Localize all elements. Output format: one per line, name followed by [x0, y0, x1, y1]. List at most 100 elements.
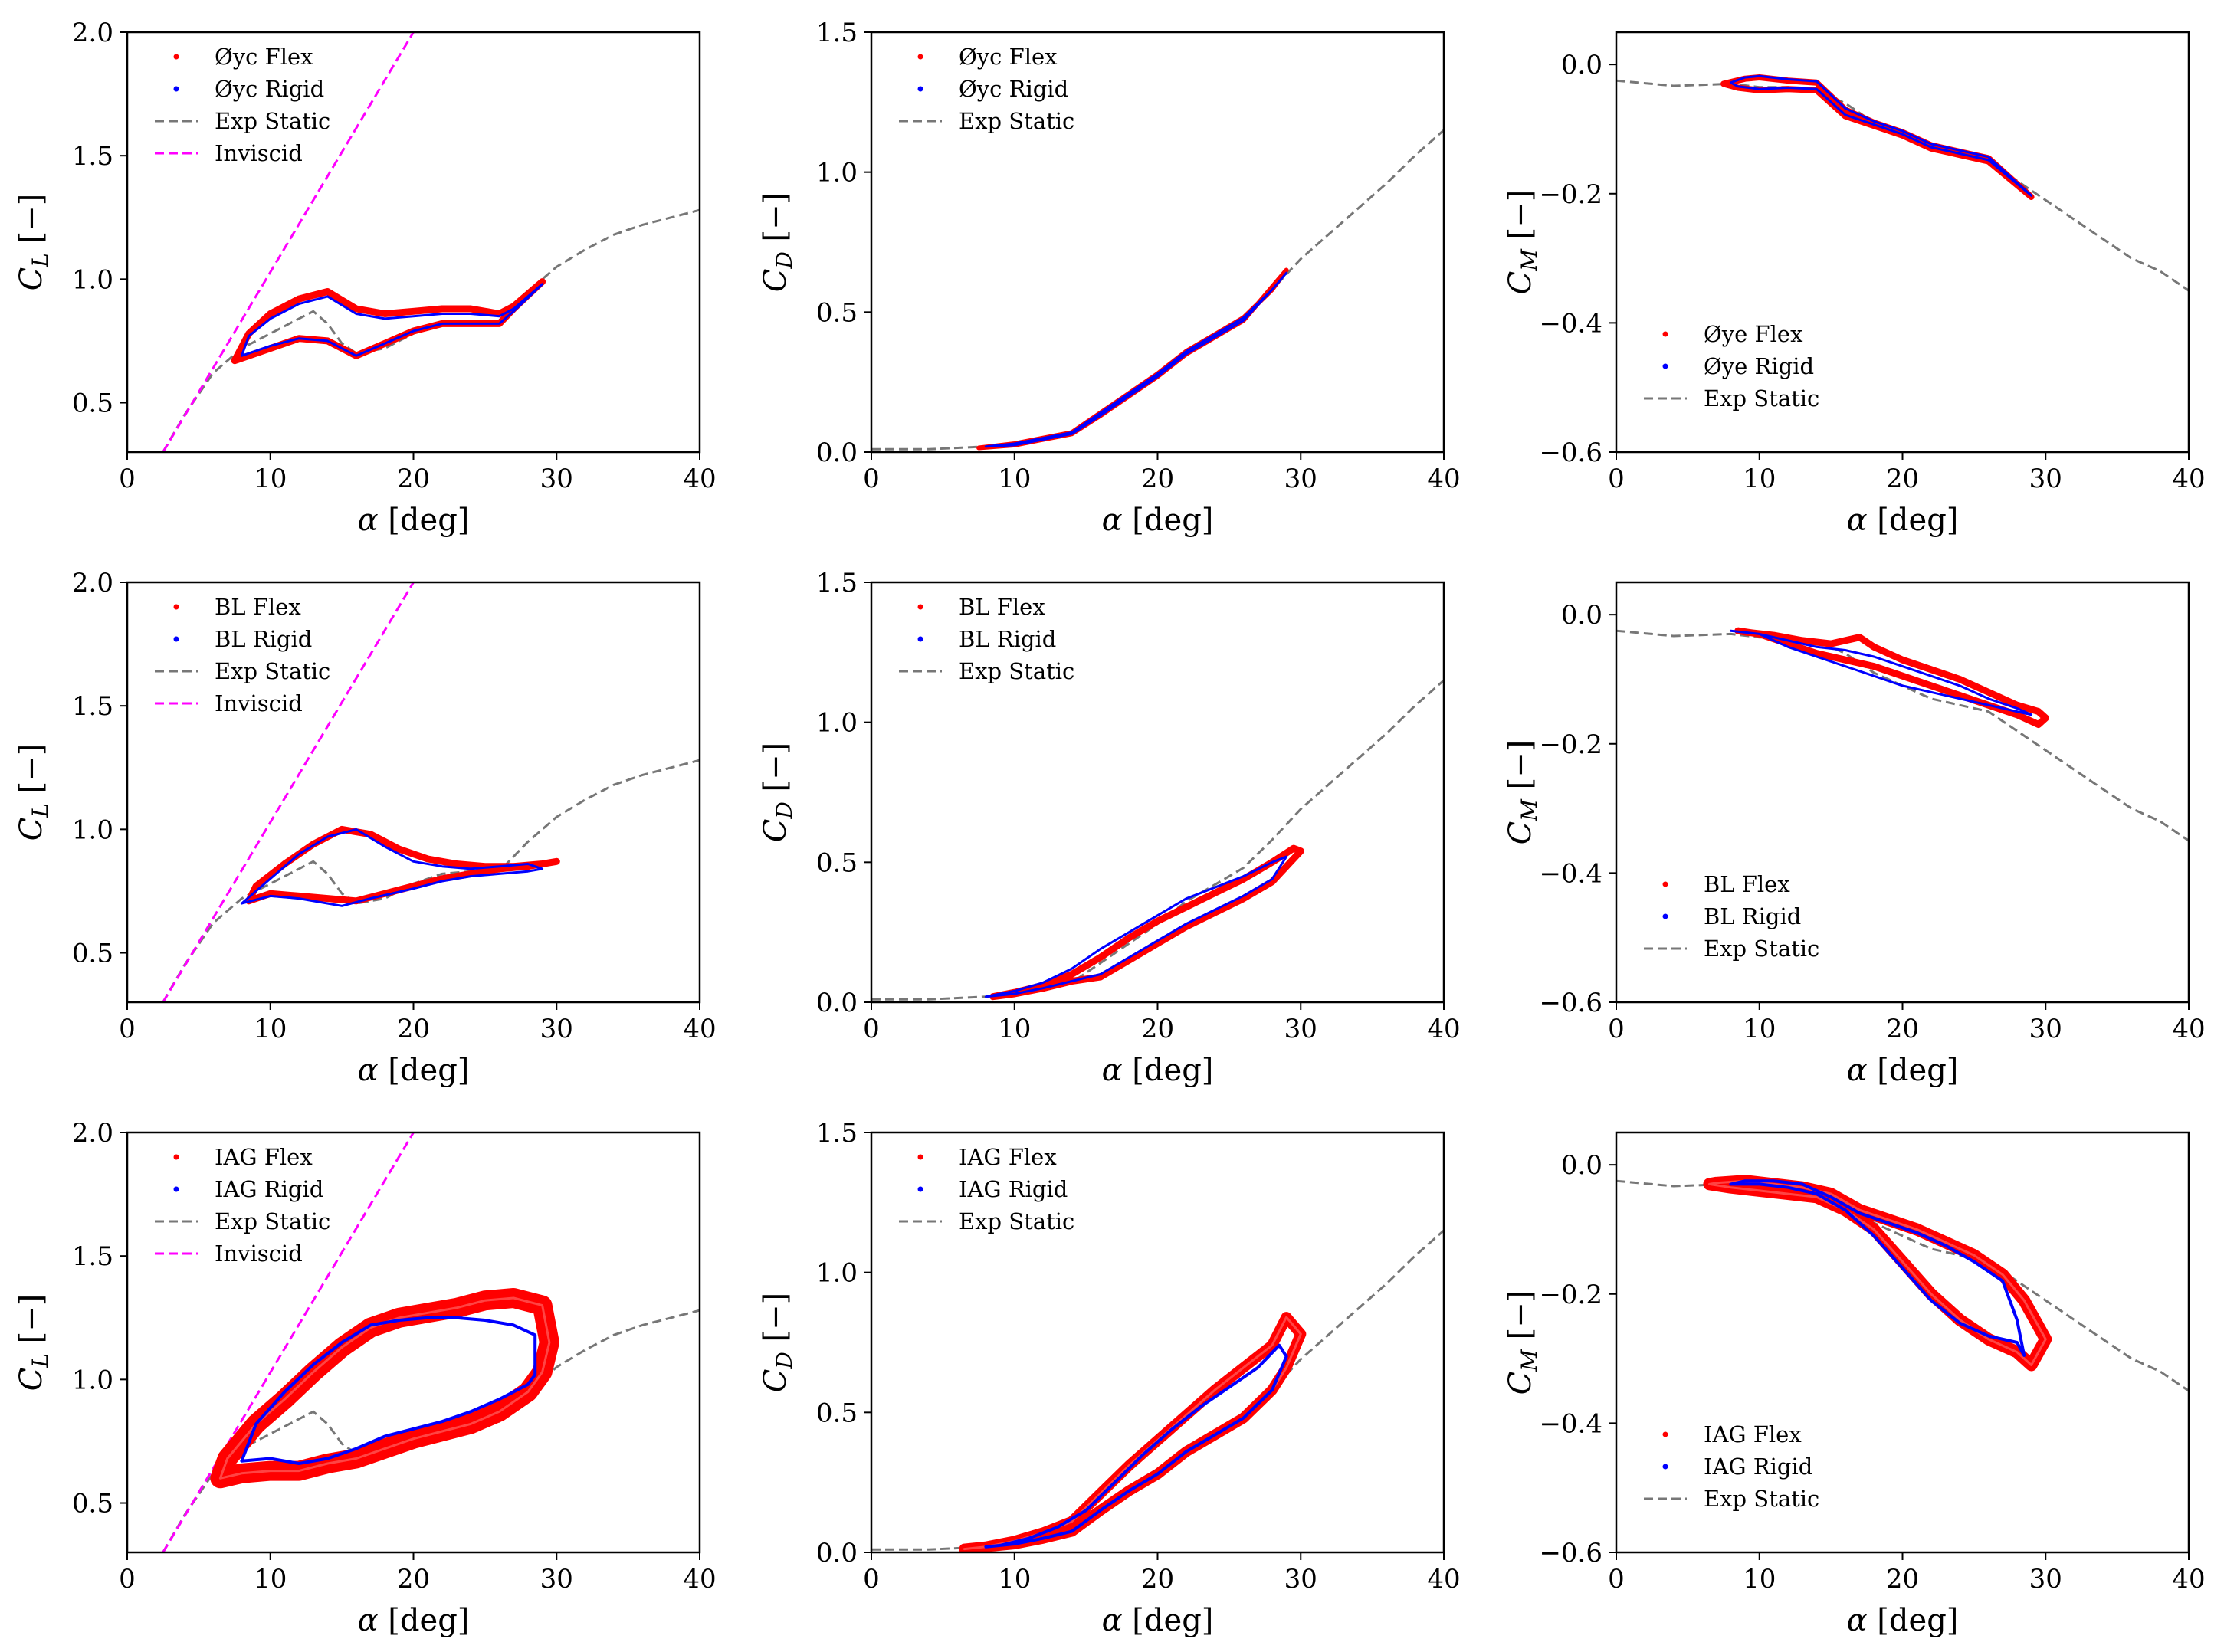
y-axis-label: CL [−]	[14, 194, 53, 291]
y-tick-label: 0.0	[1561, 600, 1602, 631]
x-tick-label: 0	[1608, 1564, 1625, 1595]
x-axis-label: α [deg]	[358, 1053, 470, 1088]
legend: IAG Flex IAG Rigid Exp Static	[1644, 1421, 1819, 1512]
y-tick-label: 1.0	[816, 708, 858, 739]
legend-marker	[917, 604, 923, 610]
x-tick-label: 0	[863, 1014, 880, 1044]
x-axis-label: α [deg]	[358, 1603, 470, 1638]
x-tick-label: 30	[1284, 1014, 1317, 1044]
subplot-cd-iag: 0 10 20 30 40 0.0 0.5 1.0 1.5 α [deg] CD [−] IAG Fl…	[758, 1118, 1461, 1638]
legend-entry: IAG Flex	[1704, 1421, 1802, 1447]
x-tick-label: 10	[1743, 464, 1776, 494]
x-tick-label: 20	[1141, 1014, 1174, 1044]
axes-frame	[1615, 1131, 2190, 1554]
legend-entry: IAG Rigid	[215, 1176, 323, 1202]
legend-marker	[173, 1154, 179, 1160]
x-tick-label: 30	[540, 1564, 573, 1595]
x-tick-label: 30	[2029, 464, 2062, 494]
x-tick-label: 40	[2172, 464, 2205, 494]
subplot-cl-oye: 0 10 20 30 40 0.5 1.0 1.5 2.0 α [deg] CL [−] Øyc Fl…	[14, 18, 717, 538]
series-iag-flex-band-edge	[963, 1316, 1302, 1551]
plot-area	[871, 129, 1444, 451]
legend-entry: Øyc Flex	[959, 44, 1058, 70]
x-tick-label: 0	[863, 464, 880, 494]
legend-entry: Inviscid	[215, 1241, 303, 1267]
x-tick-label: 10	[998, 464, 1031, 494]
series-exp-static-line	[871, 129, 1444, 451]
x-tick-label: 10	[1743, 1014, 1776, 1044]
legend-marker	[917, 1154, 923, 1160]
legend-entry: Exp Static	[215, 1208, 330, 1234]
y-tick-label: 0.0	[816, 988, 858, 1018]
series--yc-rigid-loop	[984, 271, 1288, 448]
series--yc-flex-loop	[231, 278, 546, 365]
legend-marker	[173, 86, 179, 92]
series-exp-static-line	[871, 1229, 1444, 1551]
series-iag-flex-band	[210, 1288, 559, 1489]
x-tick-label: 40	[2172, 1564, 2205, 1595]
legend-entry: BL Flex	[1704, 871, 1790, 897]
series-exp-static-line	[1616, 1179, 2189, 1392]
y-tick-label: 1.5	[816, 568, 858, 598]
x-tick-label: 30	[540, 464, 573, 494]
x-tick-label: 0	[1608, 1014, 1625, 1044]
axes-frame	[1615, 31, 2190, 454]
y-tick-label: 0.5	[816, 1398, 858, 1428]
legend-entry: Exp Static	[1704, 1486, 1819, 1512]
y-tick-label: 1.0	[816, 1258, 858, 1289]
x-tick-label: 20	[1886, 464, 1919, 494]
y-tick-label: 1.0	[816, 158, 858, 188]
legend-entry: Exp Static	[1704, 936, 1819, 962]
x-tick-label: 10	[998, 1014, 1031, 1044]
y-axis-label: CD [−]	[758, 192, 797, 293]
x-tick-label: 0	[863, 1564, 880, 1595]
y-tick-label: 1.0	[72, 815, 113, 845]
axes-frame	[870, 31, 1445, 454]
y-axis-label: CM [−]	[1503, 190, 1542, 295]
y-tick-label: −0.6	[1539, 988, 1602, 1018]
y-tick-label: −0.6	[1539, 1538, 1602, 1568]
legend-entry: IAG Flex	[215, 1144, 313, 1170]
x-tick-label: 40	[683, 464, 716, 494]
subplot-cl-bl: 0 10 20 30 40 0.5 1.0 1.5 2.0 α [deg] CL [−] BL Fle…	[14, 568, 717, 1088]
y-tick-label: 0.0	[1561, 1150, 1602, 1181]
y-axis-label: CD [−]	[758, 1293, 797, 1393]
x-tick-label: 30	[2029, 1564, 2062, 1595]
y-axis-label: CL [−]	[14, 744, 53, 841]
x-tick-label: 30	[1284, 1564, 1317, 1595]
x-axis-label: α [deg]	[1847, 503, 1959, 538]
legend-entry: BL Rigid	[1704, 903, 1801, 929]
plot-area	[162, 1132, 700, 1552]
legend: IAG Flex IAG Rigid Exp Static Inviscid	[155, 1144, 330, 1267]
series-iag-rigid-loop	[984, 1343, 1288, 1549]
legend-marker	[173, 636, 179, 642]
legend: BL Flex BL Rigid Exp Static Inviscid	[155, 594, 330, 716]
axes-frame	[126, 31, 701, 454]
legend-marker	[1662, 913, 1668, 919]
subplot-cm-iag: 0 10 20 30 40 −0.6 −0.4 −0.2 0.0 α [deg] CM [−] IAG…	[1503, 1131, 2206, 1638]
plot-area	[871, 679, 1444, 1001]
series--ye-flex-loop	[1720, 74, 2035, 200]
x-tick-label: 30	[1284, 464, 1317, 494]
y-tick-label: 0.0	[816, 438, 858, 468]
series-bl-rigid-loop	[1729, 629, 2033, 716]
x-tick-label: 20	[397, 1564, 430, 1595]
legend-entry: IAG Rigid	[1704, 1454, 1812, 1480]
legend-marker	[1662, 1431, 1668, 1437]
x-axis-label: α [deg]	[1847, 1603, 1959, 1638]
subplot-cl-iag: 0 10 20 30 40 0.5 1.0 1.5 2.0 α [deg] CL [−] IAG Fl…	[14, 1118, 717, 1638]
y-tick-label: 0.5	[72, 1489, 113, 1519]
plot-area	[162, 582, 700, 1002]
y-tick-label: 0.5	[72, 939, 113, 969]
axes-frame	[126, 581, 701, 1004]
legend-marker	[917, 86, 923, 92]
x-axis-label: α [deg]	[1102, 1603, 1214, 1638]
legend-entry: Exp Static	[1704, 385, 1819, 411]
x-axis-label: α [deg]	[1847, 1053, 1959, 1088]
legend-entry: IAG Rigid	[959, 1176, 1068, 1202]
legend-entry: BL Rigid	[215, 626, 312, 652]
x-tick-label: 10	[998, 1564, 1031, 1595]
x-tick-label: 10	[254, 1564, 287, 1595]
y-tick-label: −0.2	[1539, 1280, 1602, 1310]
legend-marker	[917, 1186, 923, 1192]
